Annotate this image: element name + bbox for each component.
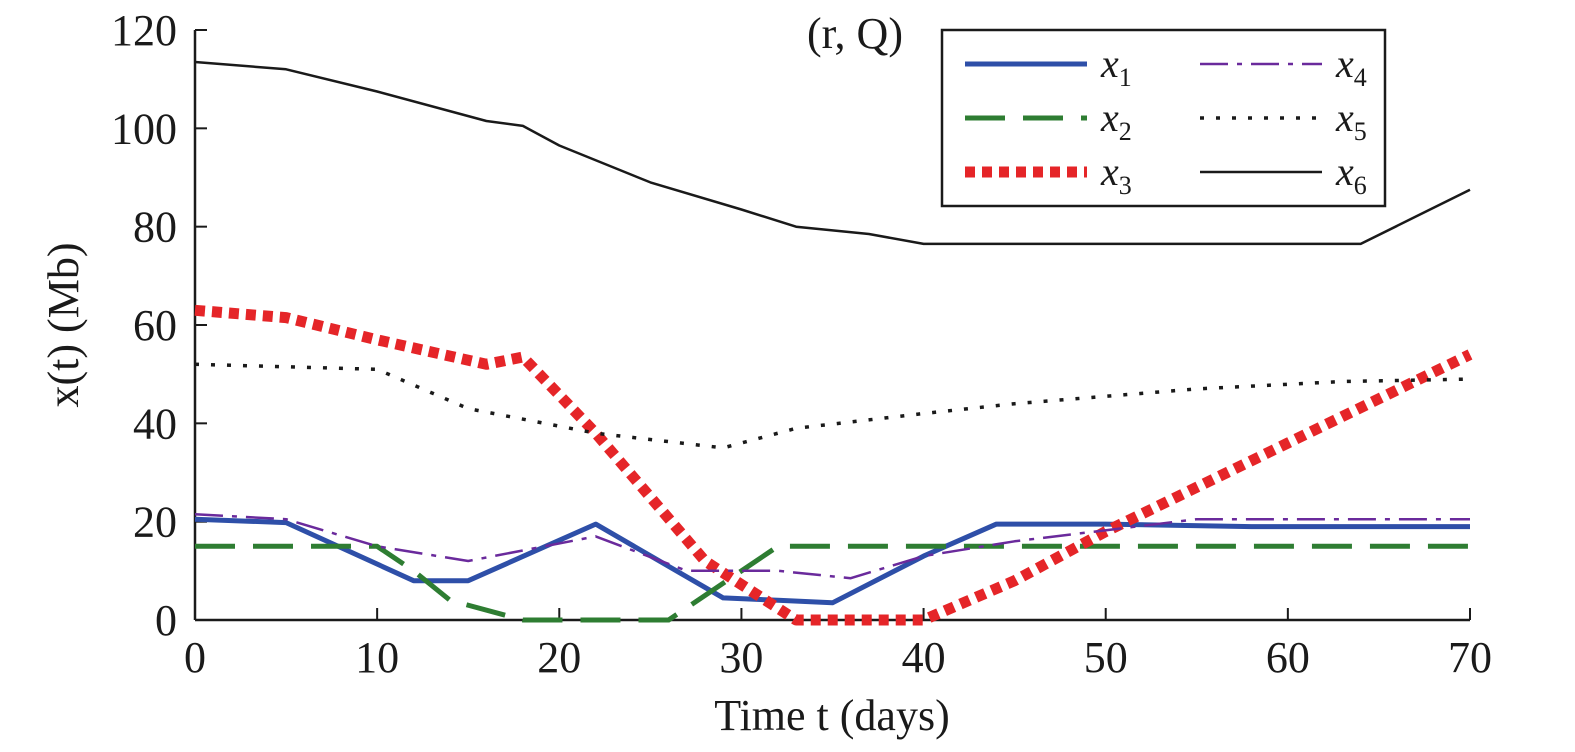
y-tick-label: 60 bbox=[133, 301, 177, 350]
legend-label-x2: x2 bbox=[1100, 95, 1132, 146]
y-tick-label: 0 bbox=[155, 596, 177, 645]
y-tick-label: 120 bbox=[111, 6, 177, 55]
legend-label-subscript: 2 bbox=[1119, 117, 1132, 146]
legend-label-subscript: 1 bbox=[1119, 63, 1132, 92]
legend-label-x6: x6 bbox=[1335, 149, 1367, 200]
x-tick-label: 0 bbox=[184, 633, 206, 682]
legend-label-base: x bbox=[1100, 95, 1119, 140]
legend-label-subscript: 6 bbox=[1354, 171, 1367, 200]
legend-box bbox=[940, 28, 1387, 208]
legend-label-x3: x3 bbox=[1100, 149, 1132, 200]
x-tick-label: 50 bbox=[1084, 633, 1128, 682]
chart-title: (r, Q) bbox=[807, 9, 903, 58]
legend-label-base: x bbox=[1100, 149, 1119, 194]
series-lines bbox=[194, 60, 1473, 626]
series-line-x2 bbox=[195, 543, 1470, 623]
series-line-x6 bbox=[194, 60, 1471, 246]
legend-label-base: x bbox=[1100, 41, 1119, 86]
x-tick-label: 70 bbox=[1448, 633, 1492, 682]
legend-label-base: x bbox=[1335, 95, 1354, 140]
x-axis-label: Time t (days) bbox=[714, 691, 950, 740]
series-line-x4 bbox=[194, 513, 1470, 580]
series-line-x5 bbox=[194, 362, 1471, 450]
legend-label-subscript: 5 bbox=[1354, 117, 1367, 146]
legend-label-subscript: 4 bbox=[1354, 63, 1367, 92]
legend-label-base: x bbox=[1335, 41, 1354, 86]
legend-label-base: x bbox=[1335, 149, 1354, 194]
x-tick-label: 30 bbox=[719, 633, 763, 682]
x-tick-label: 20 bbox=[537, 633, 581, 682]
y-axis-label: x(t) (Mb) bbox=[39, 243, 88, 408]
y-tick-label: 80 bbox=[133, 203, 177, 252]
legend-label-subscript: 3 bbox=[1119, 171, 1132, 200]
y-tick-label: 40 bbox=[133, 399, 177, 448]
ticks: 0 10 20 30 40 50 60 70 0 20 40 60 80 100 120 bbox=[111, 6, 1492, 682]
x-tick-label: 60 bbox=[1266, 633, 1310, 682]
x-tick-label: 10 bbox=[355, 633, 399, 682]
x-tick-label: 40 bbox=[902, 633, 946, 682]
series-line-x3 bbox=[194, 304, 1473, 626]
legend-label-x1: x1 bbox=[1100, 41, 1132, 92]
y-tick-label: 20 bbox=[133, 498, 177, 547]
legend-label-x4: x4 bbox=[1335, 41, 1367, 92]
series-line-x1 bbox=[194, 516, 1470, 606]
legend-label-x5: x5 bbox=[1335, 95, 1367, 146]
y-tick-label: 100 bbox=[111, 104, 177, 153]
